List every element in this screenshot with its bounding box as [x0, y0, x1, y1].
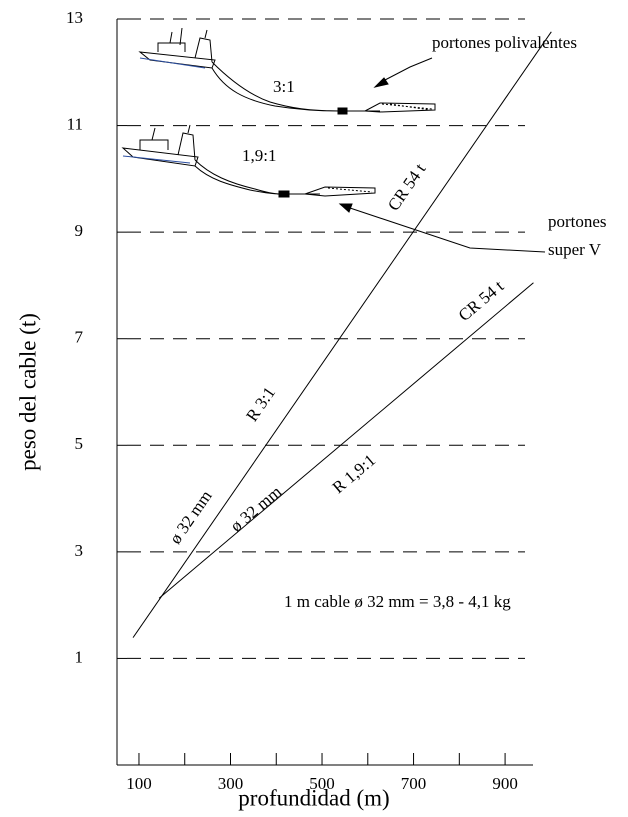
y-tick-label: 13: [66, 8, 83, 27]
x-tick-label: 100: [126, 774, 152, 793]
pointer-arrows: [340, 58, 545, 252]
x-tick-label: 900: [492, 774, 518, 793]
data-line: [133, 32, 551, 638]
annotation: 1 m cable ø 32 mm = 3,8 - 4,1 kg: [284, 592, 511, 611]
ship-upper: [140, 28, 435, 114]
y-tick-label: 3: [75, 541, 84, 560]
annotation: CR 54 t: [384, 160, 430, 215]
y-tick-label: 11: [67, 114, 83, 133]
x-tick-label: 700: [401, 774, 427, 793]
page: profundidad (m) peso del cable (t) 13579…: [0, 0, 628, 817]
y-tick-label: 9: [75, 221, 84, 240]
series-label: R 1,9:1: [329, 450, 380, 497]
annotation: 3:1: [273, 77, 295, 96]
x-tick-label: 500: [309, 774, 335, 793]
y-tick-label: 5: [75, 434, 84, 453]
y-tick-label: 1: [75, 647, 84, 666]
annotation: super V: [548, 240, 602, 259]
annotation: portones polivalentes: [432, 33, 577, 52]
annotation: 1,9:1: [242, 146, 276, 165]
annotation: portones: [548, 212, 607, 231]
y-tick-label: 7: [75, 328, 84, 347]
data-line: [159, 283, 533, 598]
chart: profundidad (m) peso del cable (t) 13579…: [0, 0, 628, 817]
x-tick-label: 300: [218, 774, 244, 793]
y-axis-title: peso del cable (t): [15, 313, 40, 471]
series-label: R 3:1: [242, 383, 279, 425]
annotation: ø 32 mm: [166, 487, 216, 548]
annotation: CR 54 t: [455, 276, 508, 325]
